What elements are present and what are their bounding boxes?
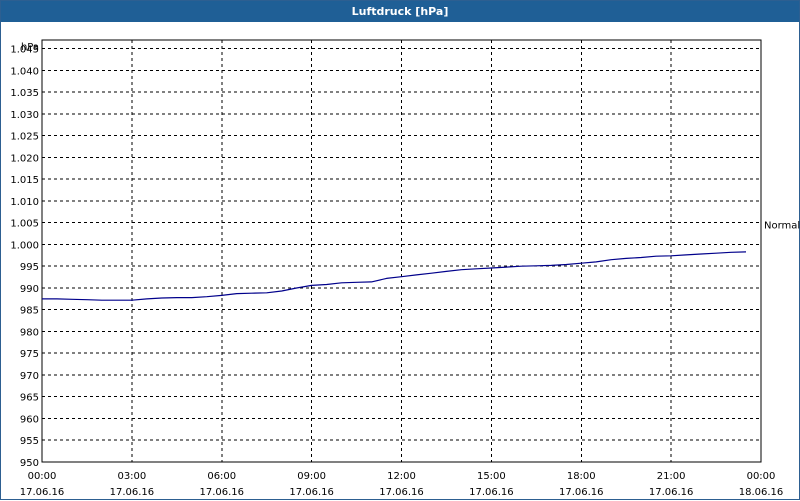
- x-tick-label-time: 00:00: [28, 471, 57, 482]
- plot-frame: [41, 39, 762, 463]
- y-tick-label: 1.000: [10, 240, 39, 251]
- y-tick-label: 1.030: [10, 110, 39, 121]
- x-tick-label-time: 00:00: [747, 471, 776, 482]
- y-tick-label: 980: [20, 327, 39, 338]
- x-tick-label-time: 09:00: [297, 471, 326, 482]
- y-tick-label: 1.010: [10, 197, 39, 208]
- x-tick-label-time: 03:00: [117, 471, 146, 482]
- x-tick-label-date: 17.06.16: [469, 487, 514, 498]
- y-tick-label: 1.040: [10, 66, 39, 77]
- x-tick-label-date: 17.06.16: [20, 487, 65, 498]
- y-tick-label: 950: [20, 458, 39, 469]
- y-tick-label: 985: [20, 306, 39, 317]
- x-tick-label-time: 18:00: [567, 471, 596, 482]
- y-tick-label: 1.015: [10, 175, 39, 186]
- x-tick-label-date: 17.06.16: [649, 487, 694, 498]
- y-axis-label: hPa: [21, 42, 39, 53]
- x-tick-label-date: 18.06.16: [739, 487, 784, 498]
- y-tick-label: 1.020: [10, 153, 39, 164]
- y-tick-label: 965: [20, 393, 39, 404]
- x-tick-label-time: 06:00: [207, 471, 236, 482]
- series-line: [42, 251, 747, 301]
- y-tick-label: 1.035: [10, 88, 39, 99]
- x-tick-label-date: 17.06.16: [379, 487, 424, 498]
- chart-title: Luftdruck [hPa]: [1, 1, 799, 22]
- y-tick-label: 1.005: [10, 219, 39, 230]
- reference-label: Normal: [764, 220, 800, 231]
- x-tick-label-date: 17.06.16: [559, 487, 604, 498]
- y-tick-label: 975: [20, 349, 39, 360]
- y-tick-label: 1.045: [10, 45, 39, 56]
- x-tick-label-date: 17.06.16: [289, 487, 334, 498]
- x-tick-label-time: 15:00: [477, 471, 506, 482]
- x-tick-label-date: 17.06.16: [110, 487, 155, 498]
- y-tick-label: 1.025: [10, 132, 39, 143]
- x-tick-label-time: 12:00: [387, 471, 416, 482]
- y-tick-label: 955: [20, 436, 39, 447]
- y-tick-label: 970: [20, 371, 39, 382]
- y-tick-label: 960: [20, 414, 39, 425]
- x-tick-label-time: 21:00: [657, 471, 686, 482]
- x-tick-label-date: 17.06.16: [199, 487, 244, 498]
- y-tick-label: 995: [20, 262, 39, 273]
- y-tick-label: 990: [20, 284, 39, 295]
